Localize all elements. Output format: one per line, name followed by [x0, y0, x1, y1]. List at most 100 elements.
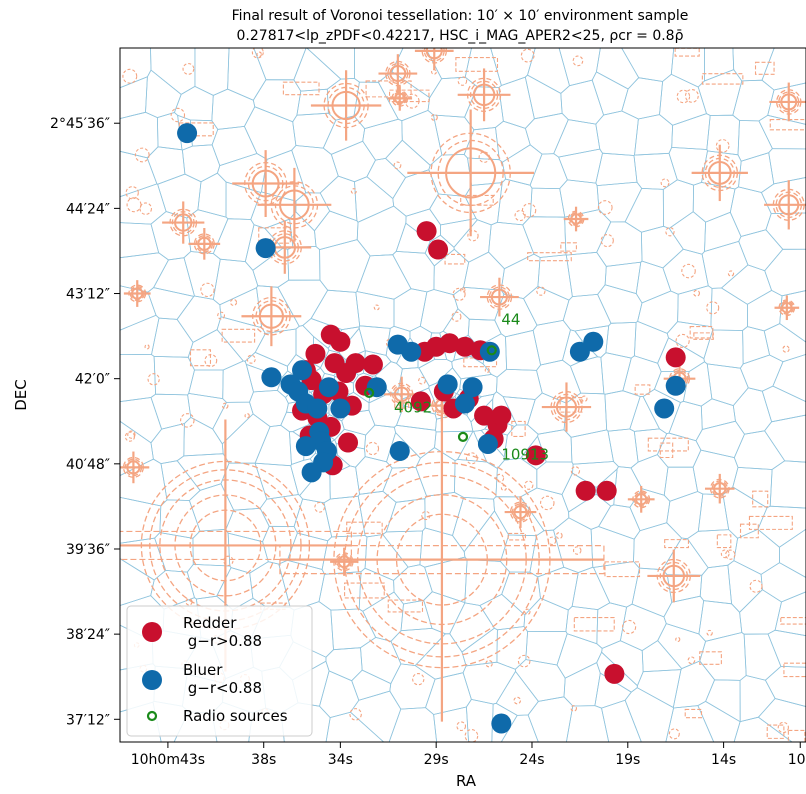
- voronoi-cell: [429, 193, 477, 226]
- voronoi-cell: [440, 218, 478, 248]
- bluer-galaxy-point: [462, 377, 483, 398]
- small-mask: [182, 62, 195, 75]
- small-mask: [244, 413, 250, 419]
- star-mask: [414, 48, 454, 71]
- radio-source-point: [457, 431, 469, 442]
- small-mask: [251, 48, 264, 59]
- small-mask: [689, 325, 714, 339]
- small-mask: [560, 242, 577, 252]
- small-mask: [647, 437, 689, 452]
- legend-redder-marker: [142, 622, 162, 642]
- legend-radio-label: Radio sources: [183, 707, 288, 725]
- voronoi-cell: [355, 291, 395, 329]
- voronoi-cell: [392, 250, 435, 293]
- legend-radio-marker: [146, 710, 158, 722]
- small-mask: [701, 73, 744, 85]
- small-mask: [676, 89, 691, 104]
- voronoi-cell: [291, 145, 339, 194]
- voronoi-cell: [757, 505, 806, 548]
- legend-bluer-sublabel: g−r<0.88: [183, 679, 262, 697]
- small-mask: [246, 354, 256, 364]
- small-mask: [754, 61, 775, 75]
- bluer-galaxy-point: [583, 331, 604, 352]
- star-mask: [691, 144, 748, 202]
- small-mask: [706, 629, 713, 637]
- voronoi-cell: [604, 261, 642, 295]
- redder-galaxy-point: [338, 432, 359, 453]
- small-mask: [766, 724, 785, 739]
- voronoi-cell: [310, 289, 361, 331]
- voronoi-cell: [663, 595, 705, 635]
- redder-galaxy-point: [410, 391, 431, 412]
- bluer-galaxy-point: [255, 238, 276, 259]
- redder-galaxy-point: [362, 354, 383, 375]
- voronoi-cell: [415, 447, 456, 497]
- voronoi-cell: [253, 48, 307, 81]
- star-mask: [257, 167, 332, 242]
- voronoi-cell: [462, 661, 516, 705]
- small-mask: [444, 253, 466, 265]
- voronoi-cell: [778, 528, 806, 578]
- small-mask: [484, 367, 490, 373]
- voronoi-cell: [424, 556, 468, 604]
- voronoi-cell: [465, 698, 494, 742]
- small-mask: [418, 376, 426, 385]
- redder-galaxy-point: [575, 480, 596, 501]
- small-mask: [706, 301, 720, 315]
- voronoi-cell: [697, 700, 741, 742]
- voronoi-cell: [727, 560, 763, 613]
- voronoi-cell: [194, 48, 230, 96]
- bluer-galaxy-point: [454, 393, 475, 414]
- voronoi-cell: [738, 229, 784, 272]
- voronoi-cell: [479, 593, 526, 631]
- bluer-galaxy-point: [292, 360, 313, 381]
- voronoi-cell: [704, 211, 742, 253]
- voronoi-cell: [212, 258, 259, 306]
- voronoi-cell: [498, 76, 535, 129]
- voronoi-cell: [393, 564, 433, 605]
- redder-galaxy-point: [596, 480, 617, 501]
- voronoi-cell: [743, 633, 782, 681]
- small-mask: [460, 287, 466, 293]
- voronoi-cell: [424, 491, 465, 536]
- small-mask: [684, 88, 699, 103]
- voronoi-cell: [570, 429, 614, 465]
- voronoi-cell: [325, 711, 385, 742]
- voronoi-cell: [560, 79, 605, 125]
- small-mask: [185, 598, 193, 606]
- voronoi-cell: [120, 397, 163, 444]
- bluer-galaxy-point: [307, 398, 328, 419]
- voronoi-cell: [388, 707, 438, 742]
- voronoi-cell: [605, 321, 637, 359]
- small-mask: [495, 473, 505, 483]
- voronoi-cell: [629, 396, 661, 432]
- voronoi-cell: [671, 113, 711, 150]
- bluer-galaxy-point: [401, 341, 422, 362]
- voronoi-cell: [742, 326, 771, 365]
- star-mask: [310, 70, 382, 141]
- voronoi-cell: [524, 74, 563, 120]
- voronoi-cell: [496, 368, 543, 400]
- voronoi-cell: [565, 605, 599, 645]
- voronoi-cell: [401, 109, 443, 166]
- star-mask: [480, 277, 519, 317]
- small-mask: [600, 233, 614, 248]
- voronoi-cell: [706, 114, 740, 156]
- voronoi-cell: [635, 260, 672, 304]
- small-mask: [720, 549, 730, 559]
- voronoi-cell: [601, 699, 642, 742]
- bluer-galaxy-point: [479, 341, 500, 362]
- voronoi-cell: [768, 148, 806, 185]
- galaxy-points: [177, 123, 686, 734]
- small-mask: [573, 616, 615, 632]
- star-mask: [627, 485, 655, 513]
- voronoi-cell: [668, 211, 707, 255]
- star-mask: [162, 201, 205, 244]
- small-mask: [693, 289, 700, 297]
- voronoi-cell: [661, 537, 709, 576]
- voronoi-cell: [532, 319, 571, 366]
- voronoi-cell: [435, 412, 474, 433]
- voronoi-cell: [351, 669, 392, 701]
- voronoi-cell: [433, 706, 469, 742]
- voronoi-cell: [665, 705, 715, 742]
